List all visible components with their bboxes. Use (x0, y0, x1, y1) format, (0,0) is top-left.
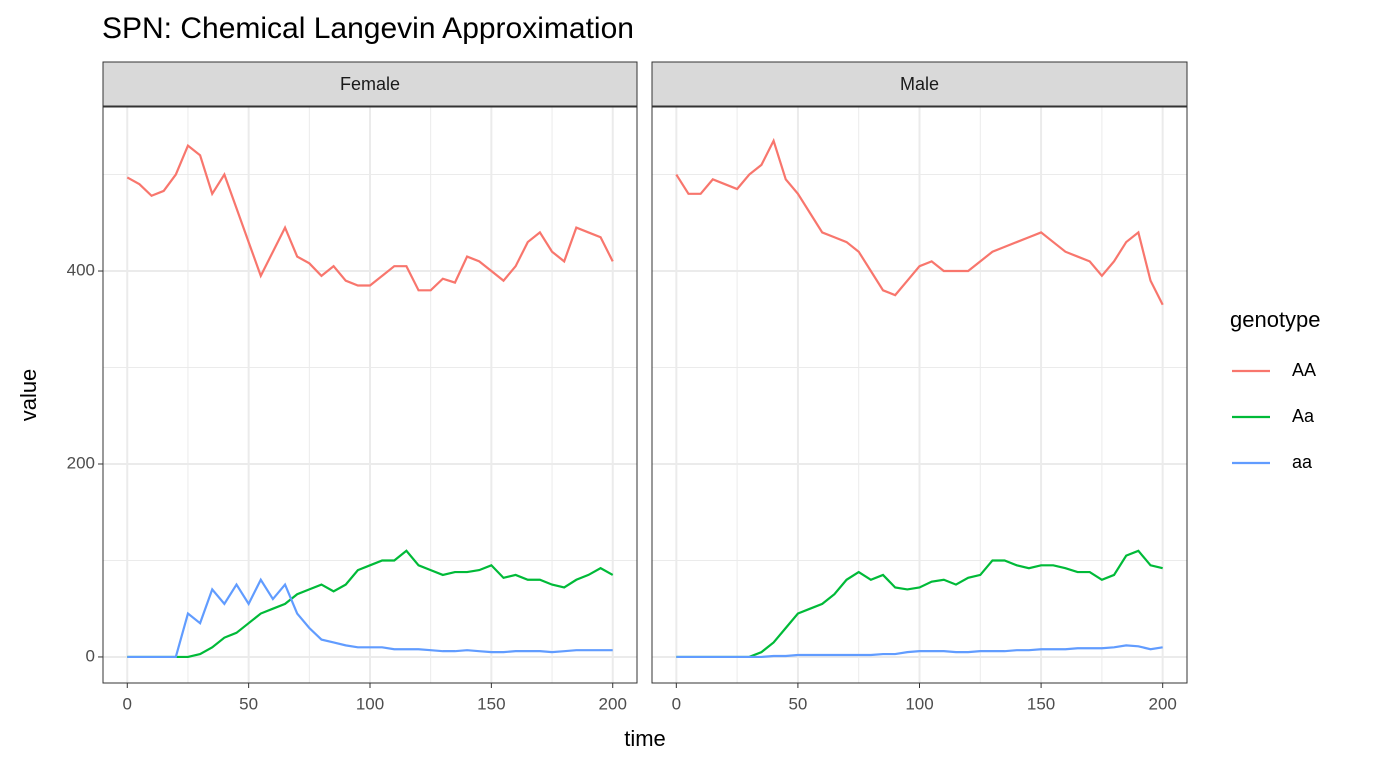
x-tick-label: 200 (1148, 694, 1176, 713)
panel-border (102, 106, 638, 684)
chart-title: SPN: Chemical Langevin Approximation (102, 12, 634, 45)
y-tick-label: 400 (67, 261, 95, 280)
x-tick-label: 150 (477, 694, 505, 713)
line (127, 577, 613, 659)
line (675, 137, 1164, 306)
strip-background (651, 61, 1188, 107)
line (676, 644, 1163, 659)
y-tick-label: 200 (67, 453, 95, 472)
legend-label: Aa (1292, 406, 1315, 426)
strip-label: Male (900, 74, 939, 94)
legend-label: AA (1292, 360, 1316, 380)
x-tick-label: 0 (123, 694, 132, 713)
x-tick-label: 50 (239, 694, 258, 713)
strip-label: Female (340, 74, 400, 94)
y-tick-label: 0 (86, 646, 95, 665)
legend-title: genotype (1230, 307, 1321, 332)
x-tick-label: 100 (356, 694, 384, 713)
x-tick-label: 150 (1027, 694, 1055, 713)
x-tick-label: 0 (672, 694, 681, 713)
y-axis-title: value (16, 369, 41, 422)
x-tick-label: 50 (788, 694, 807, 713)
x-tick-label: 200 (599, 694, 627, 713)
line (126, 143, 614, 292)
strip-background (102, 61, 638, 107)
panel-border (651, 106, 1188, 684)
line (676, 549, 1163, 659)
line (127, 549, 614, 659)
x-tick-label: 100 (905, 694, 933, 713)
legend-label: aa (1292, 452, 1313, 472)
x-axis-title: time (624, 726, 666, 751)
